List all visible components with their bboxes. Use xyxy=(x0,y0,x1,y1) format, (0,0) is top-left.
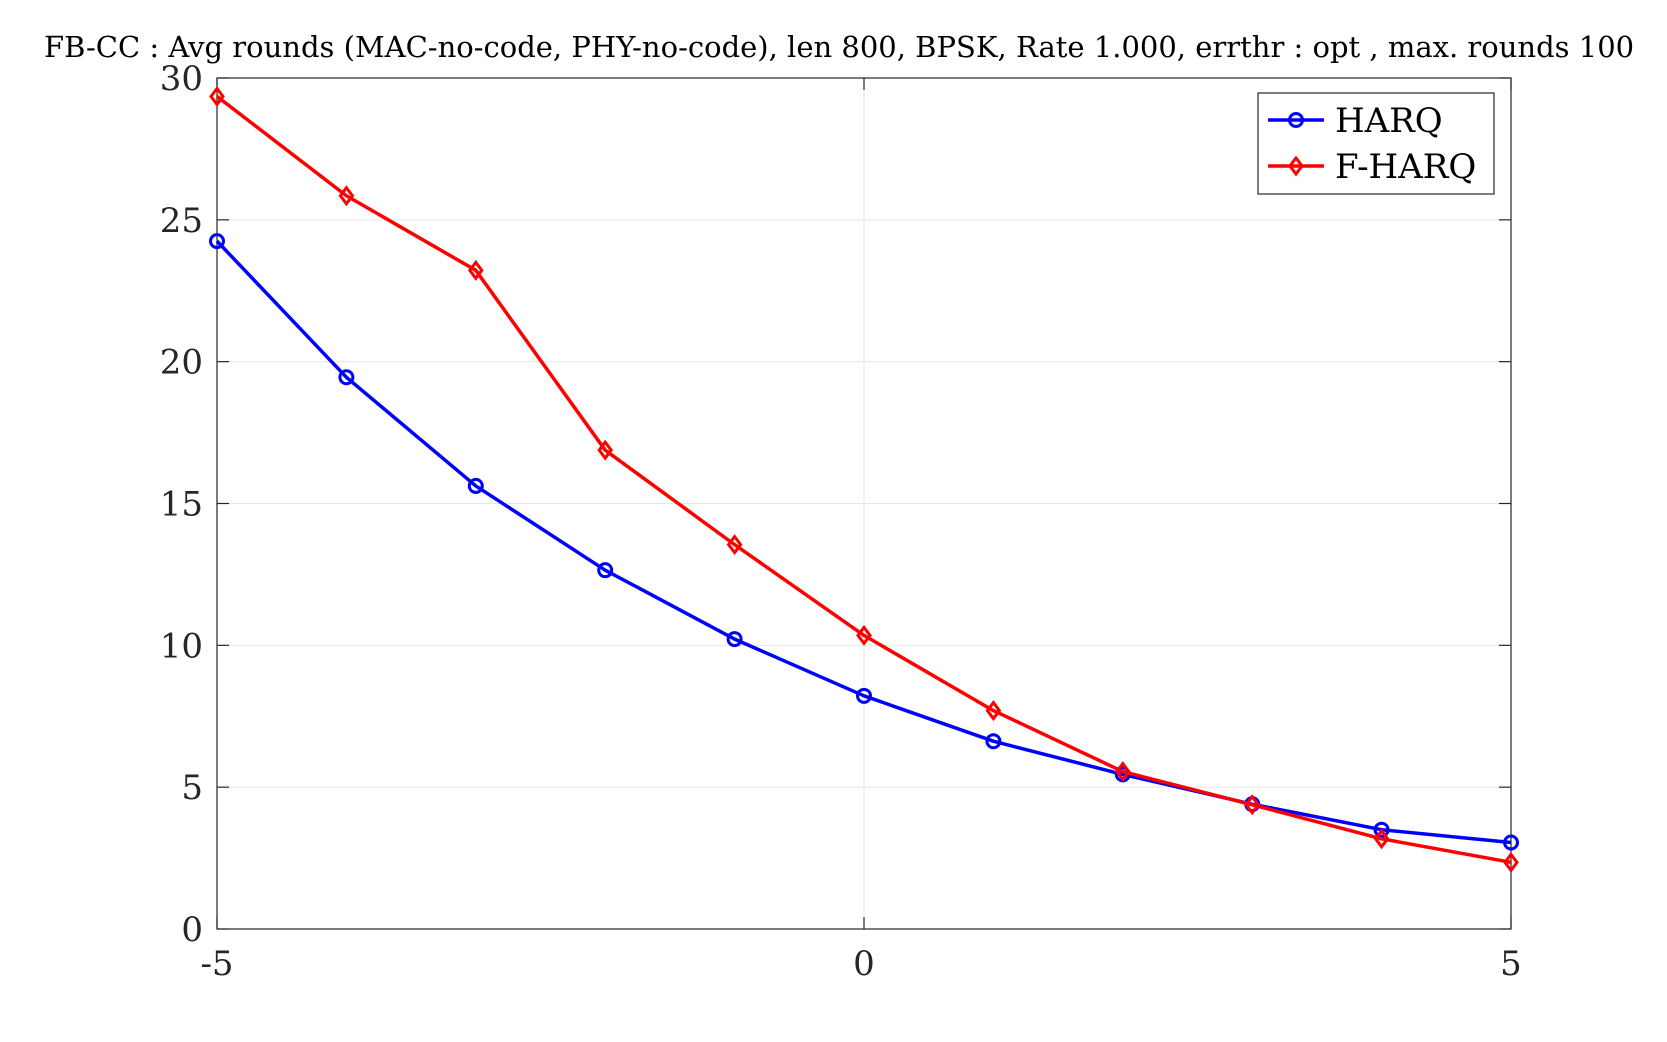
data-series xyxy=(209,85,1519,873)
data-point-harq xyxy=(467,477,484,494)
data-point-harq xyxy=(597,562,614,579)
y-tick-label: 5 xyxy=(181,768,203,808)
data-point-f-harq xyxy=(467,259,484,281)
x-tick-label: 5 xyxy=(1500,944,1522,984)
x-tick-label: -5 xyxy=(200,944,233,984)
data-point-harq xyxy=(985,733,1002,750)
data-point-harq xyxy=(209,233,225,250)
legend-label-harq: HARQ xyxy=(1335,101,1443,141)
series-line-harq xyxy=(215,239,1512,845)
data-point-f-harq xyxy=(1244,794,1261,816)
series-line-f-harq xyxy=(215,95,1512,865)
data-point-f-harq xyxy=(209,85,225,107)
data-point-harq xyxy=(726,631,743,648)
y-tick-label: 25 xyxy=(160,201,203,241)
data-point-harq xyxy=(1503,834,1519,851)
axis-ticks xyxy=(216,77,1512,930)
legend-box xyxy=(1257,92,1495,195)
y-tick-label: 20 xyxy=(160,343,203,383)
chart-title: FB-CC : Avg rounds (MAC-no-code, PHY-no-… xyxy=(44,30,1634,64)
data-point-f-harq xyxy=(726,534,743,556)
data-point-f-harq xyxy=(338,185,355,207)
data-point-f-harq xyxy=(597,439,614,461)
data-point-harq xyxy=(1373,821,1390,838)
chart-legend: HARQ F-HARQ xyxy=(1257,92,1495,195)
data-point-harq xyxy=(338,369,355,386)
data-point-f-harq xyxy=(1114,761,1131,783)
legend-marker-f-harq xyxy=(1288,155,1304,177)
x-tick-label: 0 xyxy=(853,944,875,984)
y-tick-label: 15 xyxy=(160,485,203,525)
data-point-f-harq xyxy=(856,624,872,646)
data-point-f-harq xyxy=(1373,828,1390,850)
legend-marker-harq xyxy=(1288,112,1304,128)
data-point-f-harq xyxy=(1503,851,1519,873)
y-tick-label: 10 xyxy=(160,626,203,666)
y-tick-label: 30 xyxy=(160,59,203,99)
data-point-harq xyxy=(856,687,872,704)
legend-label-f-harq: F-HARQ xyxy=(1335,147,1476,187)
y-tick-label: 0 xyxy=(181,910,203,950)
data-point-f-harq xyxy=(985,700,1002,722)
grid-lines xyxy=(217,78,1511,929)
